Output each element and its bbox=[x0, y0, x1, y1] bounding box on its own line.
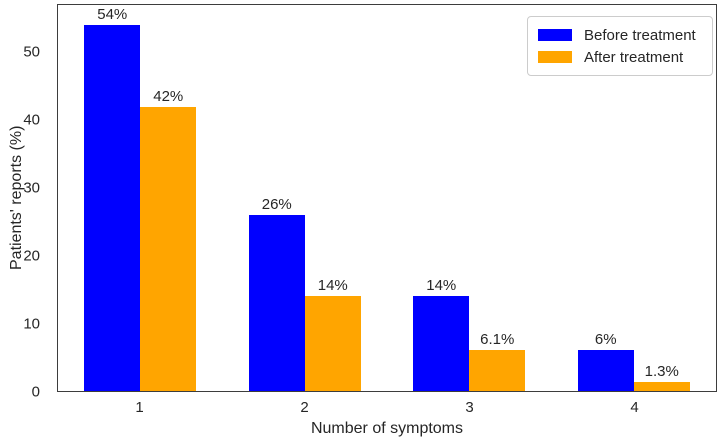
bar-value-label: 6.1% bbox=[480, 330, 515, 348]
x-axis-ticks: 1 2 3 4 bbox=[57, 399, 717, 416]
bar-value-label: 26% bbox=[261, 195, 292, 213]
legend-swatch-orange bbox=[538, 51, 572, 63]
x-tick-label: 3 bbox=[465, 399, 474, 416]
y-tick-label: 30 bbox=[23, 179, 40, 197]
x-tick-label: 1 bbox=[135, 399, 144, 416]
bar bbox=[248, 214, 305, 391]
bar-group: 54% 42% bbox=[58, 5, 223, 391]
bar-column: 14% bbox=[304, 5, 361, 391]
x-tick-label: 4 bbox=[630, 399, 639, 416]
bar bbox=[469, 349, 526, 391]
y-tick-label: 40 bbox=[23, 111, 40, 129]
bar bbox=[633, 382, 690, 391]
bar-group: 14% 6.1% bbox=[387, 5, 552, 391]
y-axis-ticks: 0 10 20 30 40 50 bbox=[0, 4, 48, 399]
bar bbox=[413, 296, 470, 391]
bar bbox=[140, 106, 197, 391]
bar-value-label: 14% bbox=[317, 277, 348, 295]
y-tick-label: 10 bbox=[23, 315, 40, 333]
legend-item-before-treatment: Before treatment bbox=[538, 24, 702, 46]
bar-column: 6% bbox=[577, 5, 634, 391]
legend: Before treatment After treatment bbox=[527, 16, 713, 76]
bar-group: 26% 14% bbox=[223, 5, 388, 391]
bar-column: 54% bbox=[84, 5, 141, 391]
bar-value-label: 6% bbox=[594, 331, 617, 349]
bar-value-label: 1.3% bbox=[644, 363, 679, 381]
bar-value-label: 42% bbox=[153, 87, 184, 105]
legend-label: After treatment bbox=[584, 48, 684, 66]
legend-label: Before treatment bbox=[584, 26, 696, 44]
y-tick-label: 20 bbox=[23, 247, 40, 265]
bar-column: 14% bbox=[413, 5, 470, 391]
x-tick-label: 2 bbox=[300, 399, 309, 416]
bar-value-label: 14% bbox=[426, 277, 457, 295]
bar bbox=[577, 350, 634, 391]
bar bbox=[304, 296, 361, 391]
bar-column: 26% bbox=[248, 5, 305, 391]
x-axis-title: Number of symptoms bbox=[310, 420, 464, 437]
legend-swatch-blue bbox=[538, 29, 572, 41]
bar-column: 42% bbox=[140, 5, 197, 391]
y-tick-label: 50 bbox=[23, 43, 40, 61]
bar bbox=[84, 25, 141, 391]
bar-column: 6.1% bbox=[469, 5, 526, 391]
bar-column: 1.3% bbox=[633, 5, 690, 391]
legend-item-after-treatment: After treatment bbox=[538, 46, 702, 68]
bar-value-label: 54% bbox=[97, 6, 128, 24]
y-tick-label: 0 bbox=[31, 383, 40, 401]
bar-group: 6% 1.3% bbox=[552, 5, 717, 391]
